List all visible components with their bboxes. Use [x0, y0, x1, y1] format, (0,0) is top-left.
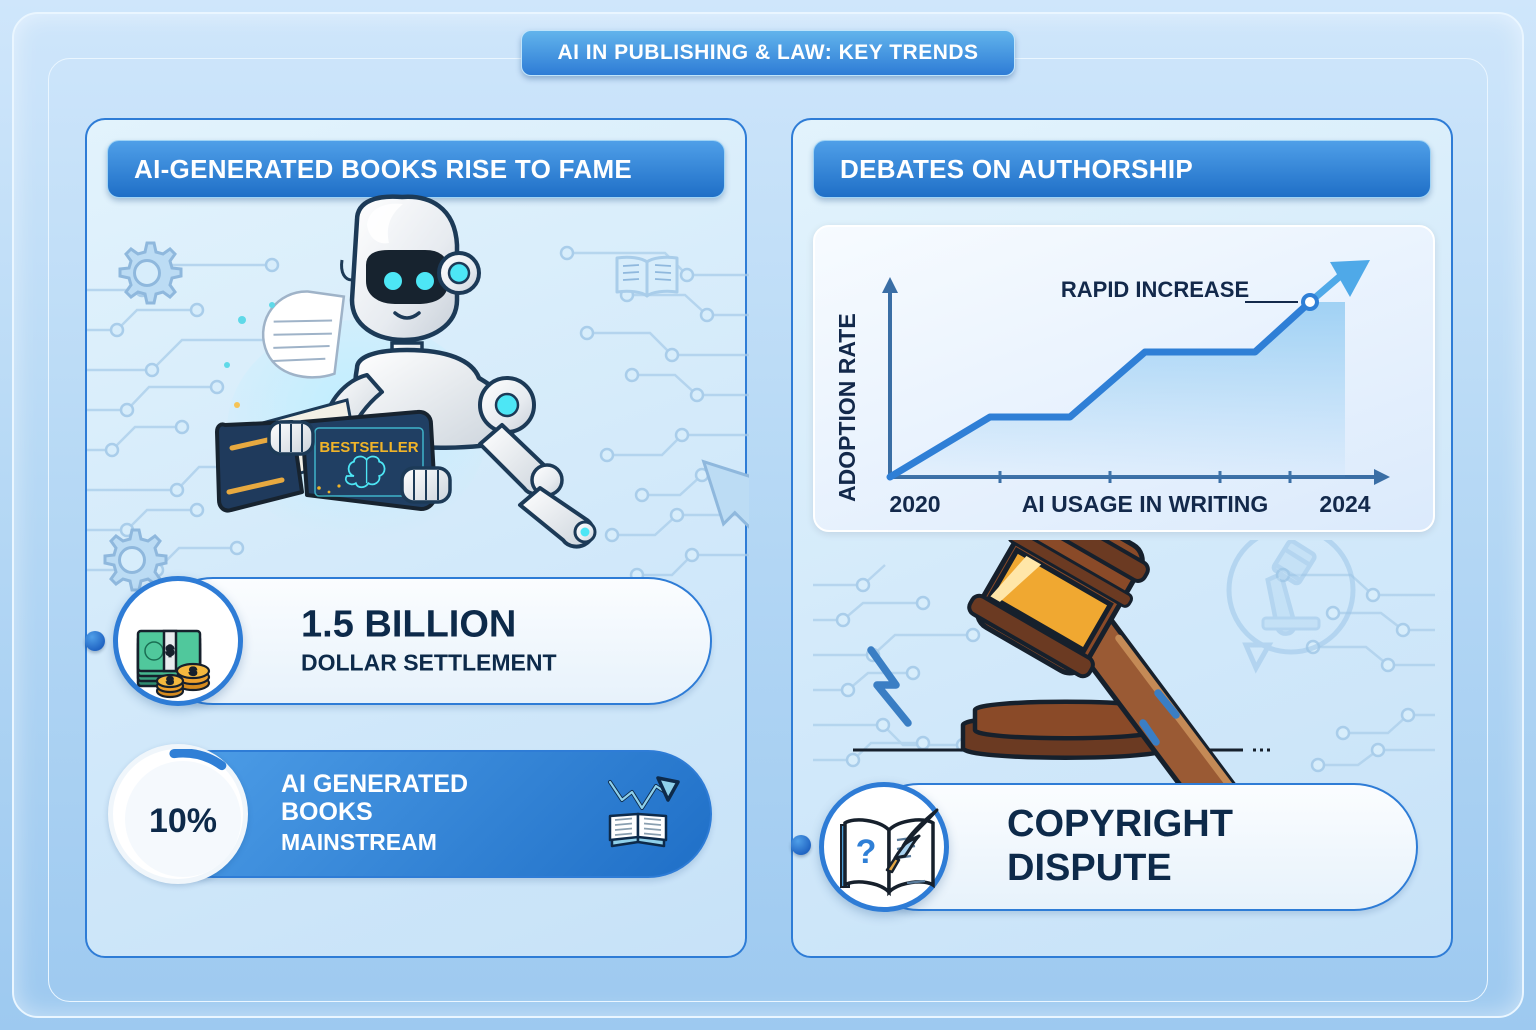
svg-text:ADOPTION RATE: ADOPTION RATE [834, 313, 860, 502]
svg-text:2020: 2020 [889, 491, 940, 517]
svg-text:?: ? [856, 833, 877, 871]
svg-text:AI USAGE IN WRITING: AI USAGE IN WRITING [1022, 491, 1269, 517]
svg-text:S: S [167, 676, 174, 687]
svg-text:2024: 2024 [1319, 491, 1370, 517]
svg-text:$: $ [166, 643, 174, 658]
svg-text:BESTSELLER: BESTSELLER [319, 439, 418, 456]
svg-text:RAPID INCREASE: RAPID INCREASE [1061, 277, 1249, 302]
svg-text:S: S [189, 666, 196, 678]
svg-text:10%: 10% [149, 802, 217, 840]
